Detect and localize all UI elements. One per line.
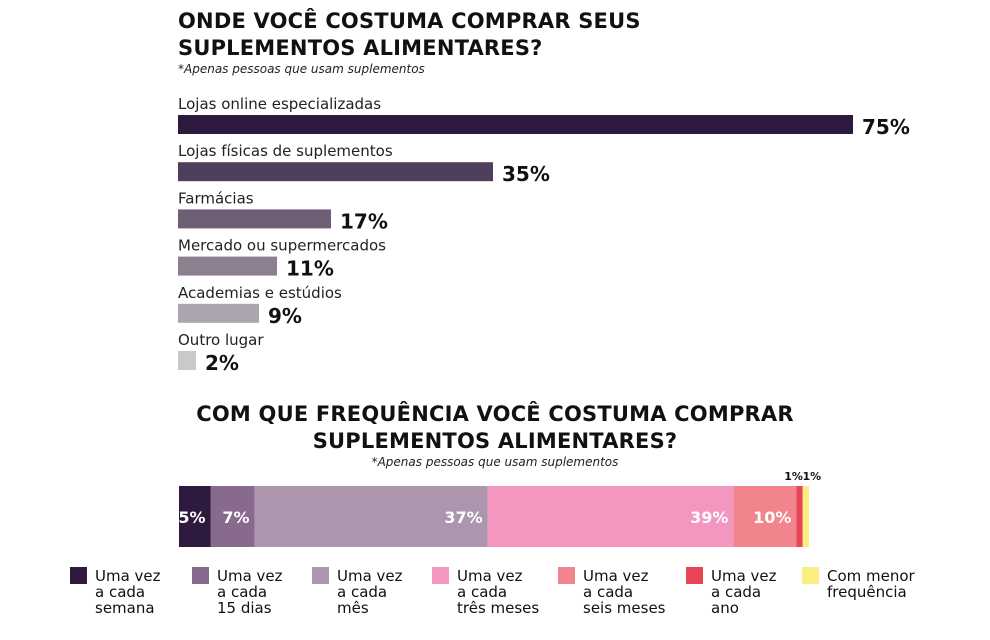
chart2-title: COM QUE FREQUÊNCIA VOCÊ COSTUMA COMPRAR …	[196, 402, 794, 453]
legend-label: Com menor frequência	[827, 567, 916, 601]
stacked-segment	[179, 486, 211, 547]
bar	[178, 351, 196, 370]
chart1-subtitle: *Apenas pessoas que usam suplementos	[178, 62, 425, 76]
segment-value-label: 7%	[222, 508, 249, 527]
bar-value-label: 2%	[205, 351, 239, 375]
bar-category-label: Academias e estúdios	[178, 284, 342, 302]
bar-value-label: 11%	[286, 257, 334, 281]
legend-swatch	[802, 567, 819, 584]
bar-value-label: 75%	[862, 115, 910, 139]
segment-value-label: 10%	[753, 508, 791, 527]
legend-label: Uma vez a cada três meses	[457, 567, 539, 617]
bar-value-label: 9%	[268, 304, 302, 328]
legend-label-line: três meses	[457, 599, 539, 617]
stacked-segment	[210, 486, 255, 547]
segment-value-label: 39%	[690, 508, 728, 527]
legend-label-line: Uma vez	[95, 567, 161, 585]
legend-label-line: seis meses	[583, 599, 666, 617]
chart2-subtitle: *Apenas pessoas que usam suplementos	[371, 455, 619, 469]
legend-label-line: a cada	[711, 583, 761, 601]
legend-label-line: a cada	[95, 583, 145, 601]
legend-swatch	[70, 567, 87, 584]
bar-category-label: Lojas físicas de suplementos	[178, 142, 393, 160]
legend-label: Uma vez a cada mês	[337, 567, 403, 617]
bar-value-label: 17%	[340, 209, 388, 233]
bar-category-label: Outro lugar	[178, 331, 264, 349]
legend-label-line: a cada	[583, 583, 633, 601]
legend-swatch	[558, 567, 575, 584]
legend-swatch	[312, 567, 329, 584]
legend-label-line: mês	[337, 599, 369, 617]
legend-swatch	[686, 567, 703, 584]
legend-label-line: a cada	[217, 583, 267, 601]
bar-category-label: Farmácias	[178, 189, 254, 207]
bar-chart-where-buy: Lojas online especializadas 75% Lojas físi…	[178, 95, 910, 375]
legend-label: Uma vez a cada seis meses	[583, 567, 666, 617]
legend-label-line: semana	[95, 599, 155, 617]
legend-label-line: Uma vez	[337, 567, 403, 585]
stacked-segment	[733, 486, 797, 547]
segment-value-label: 1%	[803, 470, 822, 483]
legend-label-line: frequência	[827, 583, 907, 601]
legend-label-line: Uma vez	[217, 567, 283, 585]
stacked-segment	[487, 486, 734, 547]
bar	[178, 162, 493, 182]
bar-value-label: 35%	[502, 162, 550, 186]
stacked-segment	[802, 486, 809, 547]
segment-value-label: 1%	[784, 470, 803, 483]
legend-label-line: Uma vez	[583, 567, 649, 585]
chart1-title: ONDE VOCÊ COSTUMA COMPRAR SEUS SUPLEMENT…	[178, 9, 641, 60]
legend-label-line: ano	[711, 599, 739, 617]
bar	[178, 303, 259, 323]
segment-value-label: 5%	[178, 508, 205, 527]
bar	[178, 115, 853, 134]
stacked-segment	[796, 486, 803, 547]
legend-label-line: Com menor	[827, 567, 916, 585]
segment-value-label: 37%	[444, 508, 482, 527]
bar	[178, 256, 277, 276]
legend-label: Uma vez a cada 15 dias	[217, 567, 283, 617]
legend-label-line: 15 dias	[217, 599, 272, 617]
legend-label: Uma vez a cada semana	[95, 567, 161, 617]
legend-label-line: Uma vez	[457, 567, 523, 585]
legend-label-line: a cada	[337, 583, 387, 601]
legend-swatch	[192, 567, 209, 584]
bar-category-label: Lojas online especializadas	[178, 95, 381, 113]
stacked-bar-frequency: 5% 7% 37% 39% 10% 1% 1%	[178, 470, 821, 547]
stacked-segment	[254, 486, 488, 547]
legend-swatch	[432, 567, 449, 584]
legend-label: Uma vez a cada ano	[711, 567, 777, 617]
bar-category-label: Mercado ou supermercados	[178, 237, 386, 255]
legend-label-line: Uma vez	[711, 567, 777, 585]
legend-label-line: a cada	[457, 583, 507, 601]
bar	[178, 209, 331, 229]
